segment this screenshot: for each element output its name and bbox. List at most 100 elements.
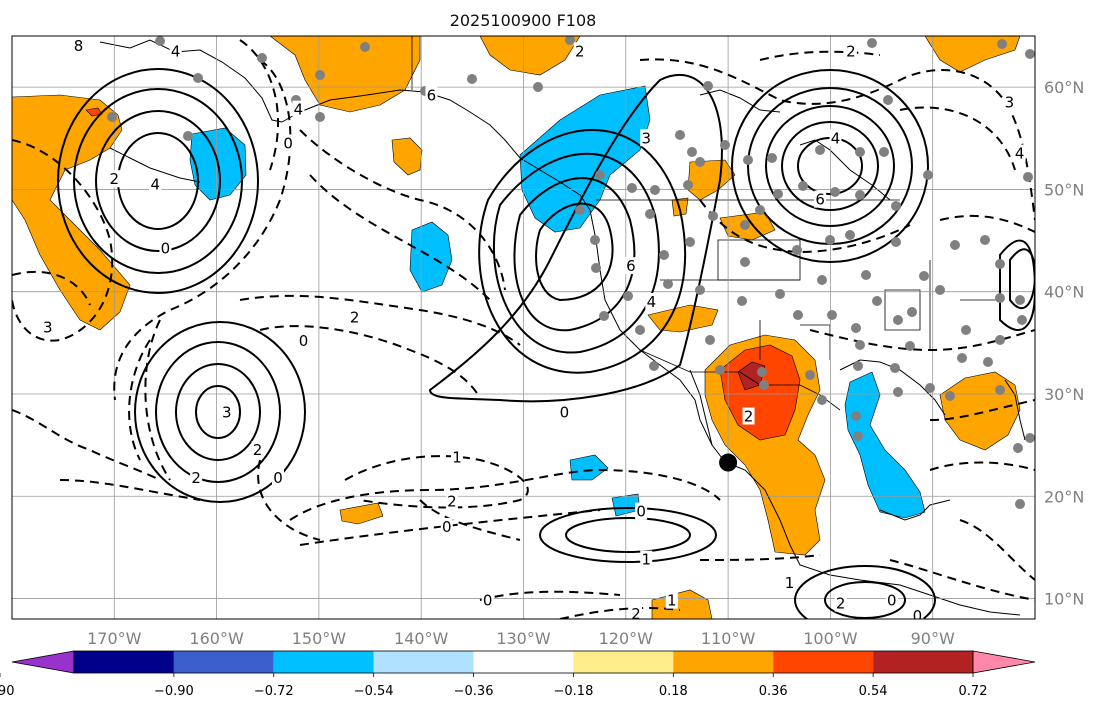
- latitude-labels: 10°N 20°N 30°N 40°N 50°N 60°N: [1044, 78, 1084, 608]
- contour-label: 4: [831, 129, 841, 147]
- map-frame: [11, 35, 1036, 620]
- dashed-contours: [12, 39, 1035, 619]
- contour-label: 3: [641, 129, 651, 147]
- contour-label: 3: [1005, 93, 1015, 111]
- latitude-tick-label: 20°N: [1044, 487, 1084, 506]
- contour-label-background: [190, 468, 203, 486]
- location-marker: [719, 453, 738, 472]
- contour-label-background: [834, 594, 847, 612]
- contour-label: 2: [191, 469, 201, 487]
- colorbar-swatch: [473, 651, 574, 673]
- contour-label-background: [451, 448, 464, 466]
- colorbar-swatch: [873, 651, 973, 673]
- contour-label: 3: [43, 319, 53, 337]
- contour-label-background: [72, 37, 85, 55]
- contour-label: 4: [171, 42, 181, 60]
- longitude-tick-label: 140°W: [394, 629, 449, 648]
- colorbar-swatch: [573, 651, 674, 673]
- contour-label: 2: [253, 441, 263, 459]
- colorbar-tick-label: 0.18: [659, 684, 688, 699]
- colorbar-tick-label: −0.54: [354, 684, 394, 699]
- contour-label-background: [271, 468, 284, 486]
- contour-label: 6: [815, 191, 825, 209]
- colorbar-tick-label: −0.72: [254, 684, 294, 699]
- contour-label: 2: [350, 308, 360, 326]
- contour-label: 2: [836, 595, 846, 613]
- station-dots: [107, 36, 1035, 509]
- colorbar-swatch: [773, 651, 874, 673]
- contour-label-background: [440, 517, 453, 535]
- colorbar-swatch: [273, 651, 374, 673]
- contour-label: 2: [744, 407, 754, 425]
- colorbar-tick-label: 0.72: [959, 684, 988, 699]
- contour-label: 0: [913, 607, 923, 625]
- contour-label-background: [885, 591, 898, 609]
- colorbar: −0.90 −0.72 −0.54 −0.36 −0.18 0.18 0.36 0.54 0.7…: [0, 650, 1036, 699]
- longitude-labels: 170°W 160°W 150°W 140°W 130°W 120°W 110°W 100°W…: [87, 629, 955, 648]
- contour-label: 8: [74, 37, 84, 55]
- contour-label: 6: [427, 86, 437, 104]
- contour-label: 3: [222, 403, 232, 421]
- contour-label: 0: [283, 134, 293, 152]
- contour-label-background: [630, 604, 643, 619]
- contour-label-background: [640, 550, 653, 568]
- contour-label-background: [665, 591, 678, 609]
- colorbar-extend-high: [972, 650, 1036, 674]
- latitude-tick-label: 40°N: [1044, 283, 1084, 302]
- contour-label-background: [829, 129, 842, 147]
- contour-label: 4: [294, 101, 304, 119]
- contour-label-background: [558, 403, 571, 421]
- contour-label-background: [445, 492, 458, 510]
- colorbar-tick-label: 0.90: [0, 684, 14, 699]
- colorbar-frame: [73, 650, 974, 674]
- contour-label-background: [41, 318, 54, 336]
- contour-label: 4: [647, 293, 657, 311]
- longitude-tick-label: 150°W: [292, 629, 347, 648]
- contour-label: 2: [575, 42, 585, 60]
- contour-label-background: [159, 239, 172, 257]
- colorbar-tick-label: 0.36: [759, 684, 788, 699]
- contour-label: 1: [641, 551, 651, 569]
- contour-label-background: [1013, 144, 1026, 162]
- contour-label-background: [297, 331, 310, 349]
- colorbar-tick-label: −0.90: [154, 684, 194, 699]
- contour-label-background: [573, 42, 586, 60]
- longitude-tick-label: 120°W: [599, 629, 654, 648]
- latitude-tick-label: 50°N: [1044, 180, 1084, 199]
- contour-label: 0: [442, 518, 452, 536]
- contour-label-background: [635, 502, 648, 520]
- colorbar-swatch: [673, 651, 774, 673]
- colorbar-extend-low: [11, 650, 75, 674]
- contour-label-background: [169, 42, 182, 60]
- contour-label-background: [911, 606, 924, 619]
- contour-label-background: [251, 441, 264, 459]
- contour-label: 0: [887, 592, 897, 610]
- contour-label: 4: [1015, 145, 1025, 163]
- contour-label: 2: [631, 605, 641, 623]
- contour-label: 0: [636, 503, 646, 521]
- contour-label-background: [814, 190, 827, 208]
- colorbar-swatch: [74, 651, 174, 673]
- contour-label: 2: [447, 492, 457, 510]
- contour-label-background: [481, 591, 494, 609]
- contour-label-background: [282, 134, 295, 152]
- contour-label: 1: [452, 448, 462, 466]
- colorbar-tick-label: −0.36: [454, 684, 494, 699]
- contour-label: 6: [626, 257, 636, 275]
- longitude-tick-label: 110°W: [701, 629, 756, 648]
- contour-label-background: [1003, 93, 1016, 111]
- longitude-tick-label: 130°W: [496, 629, 551, 648]
- contour-label: 0: [273, 469, 283, 487]
- longitude-tick-label: 170°W: [87, 629, 142, 648]
- contour-label-background: [742, 407, 755, 425]
- colorbar-swatch: [373, 651, 474, 673]
- contour-label-background: [624, 257, 637, 275]
- contour-label-background: [149, 175, 162, 193]
- map-title: 2025100900 F108: [450, 11, 597, 30]
- contour-label-background: [348, 308, 361, 326]
- contour-label-background: [220, 403, 233, 421]
- longitude-tick-label: 100°W: [803, 629, 858, 648]
- contour-label: 0: [299, 332, 309, 350]
